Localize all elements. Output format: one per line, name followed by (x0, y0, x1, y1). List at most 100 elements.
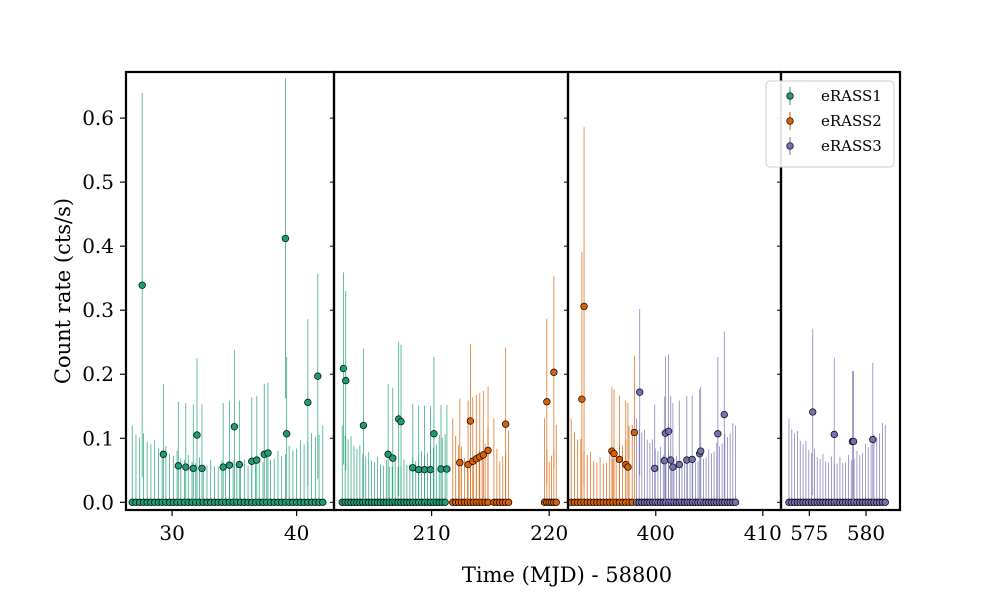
y-tick-label: 0.5 (82, 170, 114, 194)
data-point (384, 450, 392, 458)
data-point (504, 498, 513, 506)
data-point (314, 372, 322, 380)
y-axis-label: Count rate (cts/s) (51, 198, 75, 384)
data-point (389, 454, 397, 462)
data-point (283, 430, 291, 438)
data-point (667, 456, 675, 464)
legend: eRASS1 eRASS2 eRASS3 (765, 80, 895, 168)
y-tick-label: 0.4 (82, 234, 114, 258)
x-tick-label: 410 (744, 521, 782, 545)
data-point (456, 458, 464, 467)
data-point (359, 421, 368, 430)
data-point (552, 498, 560, 506)
data-point (578, 395, 586, 403)
y-tick-label: 0.0 (82, 490, 114, 514)
data-point (235, 460, 243, 469)
y-tick-label: 0.1 (82, 426, 114, 450)
legend-marker (786, 142, 794, 150)
x-tick-label: 400 (637, 521, 675, 545)
data-point (253, 456, 261, 464)
panel-frame (779, 70, 902, 512)
data-point (479, 451, 487, 459)
data-point (182, 463, 190, 471)
data-point (304, 398, 312, 407)
data-point (664, 427, 673, 435)
data-point (731, 498, 740, 506)
x-tick-label: 40 (284, 521, 309, 545)
x-tick-label: 30 (159, 521, 184, 545)
panel-frame (566, 70, 783, 512)
y-tick-label: 0.6 (82, 106, 114, 130)
data-point (174, 462, 182, 470)
data-point (502, 420, 510, 428)
legend-box (765, 80, 895, 168)
x-axis-label: Time (MJD) - 58800 (462, 563, 672, 587)
data-point (466, 417, 475, 425)
panel-frame (332, 70, 570, 512)
panel-2: 210 220 (332, 70, 570, 545)
data-point (881, 498, 889, 506)
panel-4: 575 580 (779, 70, 902, 545)
data-point (225, 461, 234, 469)
data-point (193, 431, 201, 439)
data-point (138, 281, 146, 289)
y-tick-label: 0.3 (82, 298, 114, 322)
data-point (543, 398, 551, 406)
data-point (430, 430, 438, 438)
data-point (264, 449, 272, 457)
data-point (484, 446, 492, 455)
x-tick-label: 575 (790, 521, 828, 545)
data-point (651, 464, 659, 473)
panel-marks (338, 272, 560, 506)
data-point (441, 498, 449, 506)
data-point (624, 463, 632, 471)
data-point (443, 465, 451, 473)
panel-frame (124, 70, 336, 512)
legend-label: eRASS3 (821, 137, 882, 155)
x-tick-label: 220 (530, 521, 568, 545)
data-point (849, 437, 858, 446)
data-point (342, 376, 350, 385)
data-point (219, 463, 227, 471)
data-point (809, 408, 817, 416)
data-point (319, 498, 327, 506)
data-point (610, 449, 618, 458)
data-point (230, 423, 239, 431)
panel-marks (128, 78, 327, 506)
data-point (281, 234, 290, 243)
data-point (189, 464, 197, 473)
data-point (660, 457, 668, 465)
x-tick-label: 580 (847, 521, 885, 545)
data-point (697, 447, 705, 455)
panel-1: 30 40 (124, 70, 336, 545)
y-axis: 0.0 0.1 0.2 0.3 0.4 0.5 0.6 (82, 106, 126, 514)
data-point (615, 455, 624, 464)
data-point (714, 430, 722, 438)
panel-marks (785, 328, 889, 506)
data-point (580, 302, 588, 311)
data-point (869, 435, 877, 444)
data-point (830, 430, 838, 439)
data-point (550, 368, 558, 376)
panel-3: 400 410 (566, 70, 783, 545)
data-point (630, 428, 639, 437)
panel-marks (568, 127, 740, 506)
plot-panels: 30 40 210 220 400 410 575 580 (124, 70, 902, 545)
legend-marker (786, 92, 794, 100)
data-point (675, 460, 683, 469)
data-point (720, 410, 728, 419)
legend-label: eRASS2 (821, 112, 882, 130)
y-tick-label: 0.2 (82, 362, 114, 386)
data-point (198, 464, 206, 473)
legend-label: eRASS1 (821, 87, 882, 105)
x-tick-label: 210 (413, 521, 451, 545)
data-point (339, 364, 348, 373)
data-point (669, 463, 677, 471)
data-point (636, 388, 644, 396)
data-point (397, 417, 405, 426)
data-point (426, 466, 435, 474)
data-point (159, 450, 168, 458)
data-point (688, 455, 696, 464)
legend-marker (786, 117, 794, 125)
